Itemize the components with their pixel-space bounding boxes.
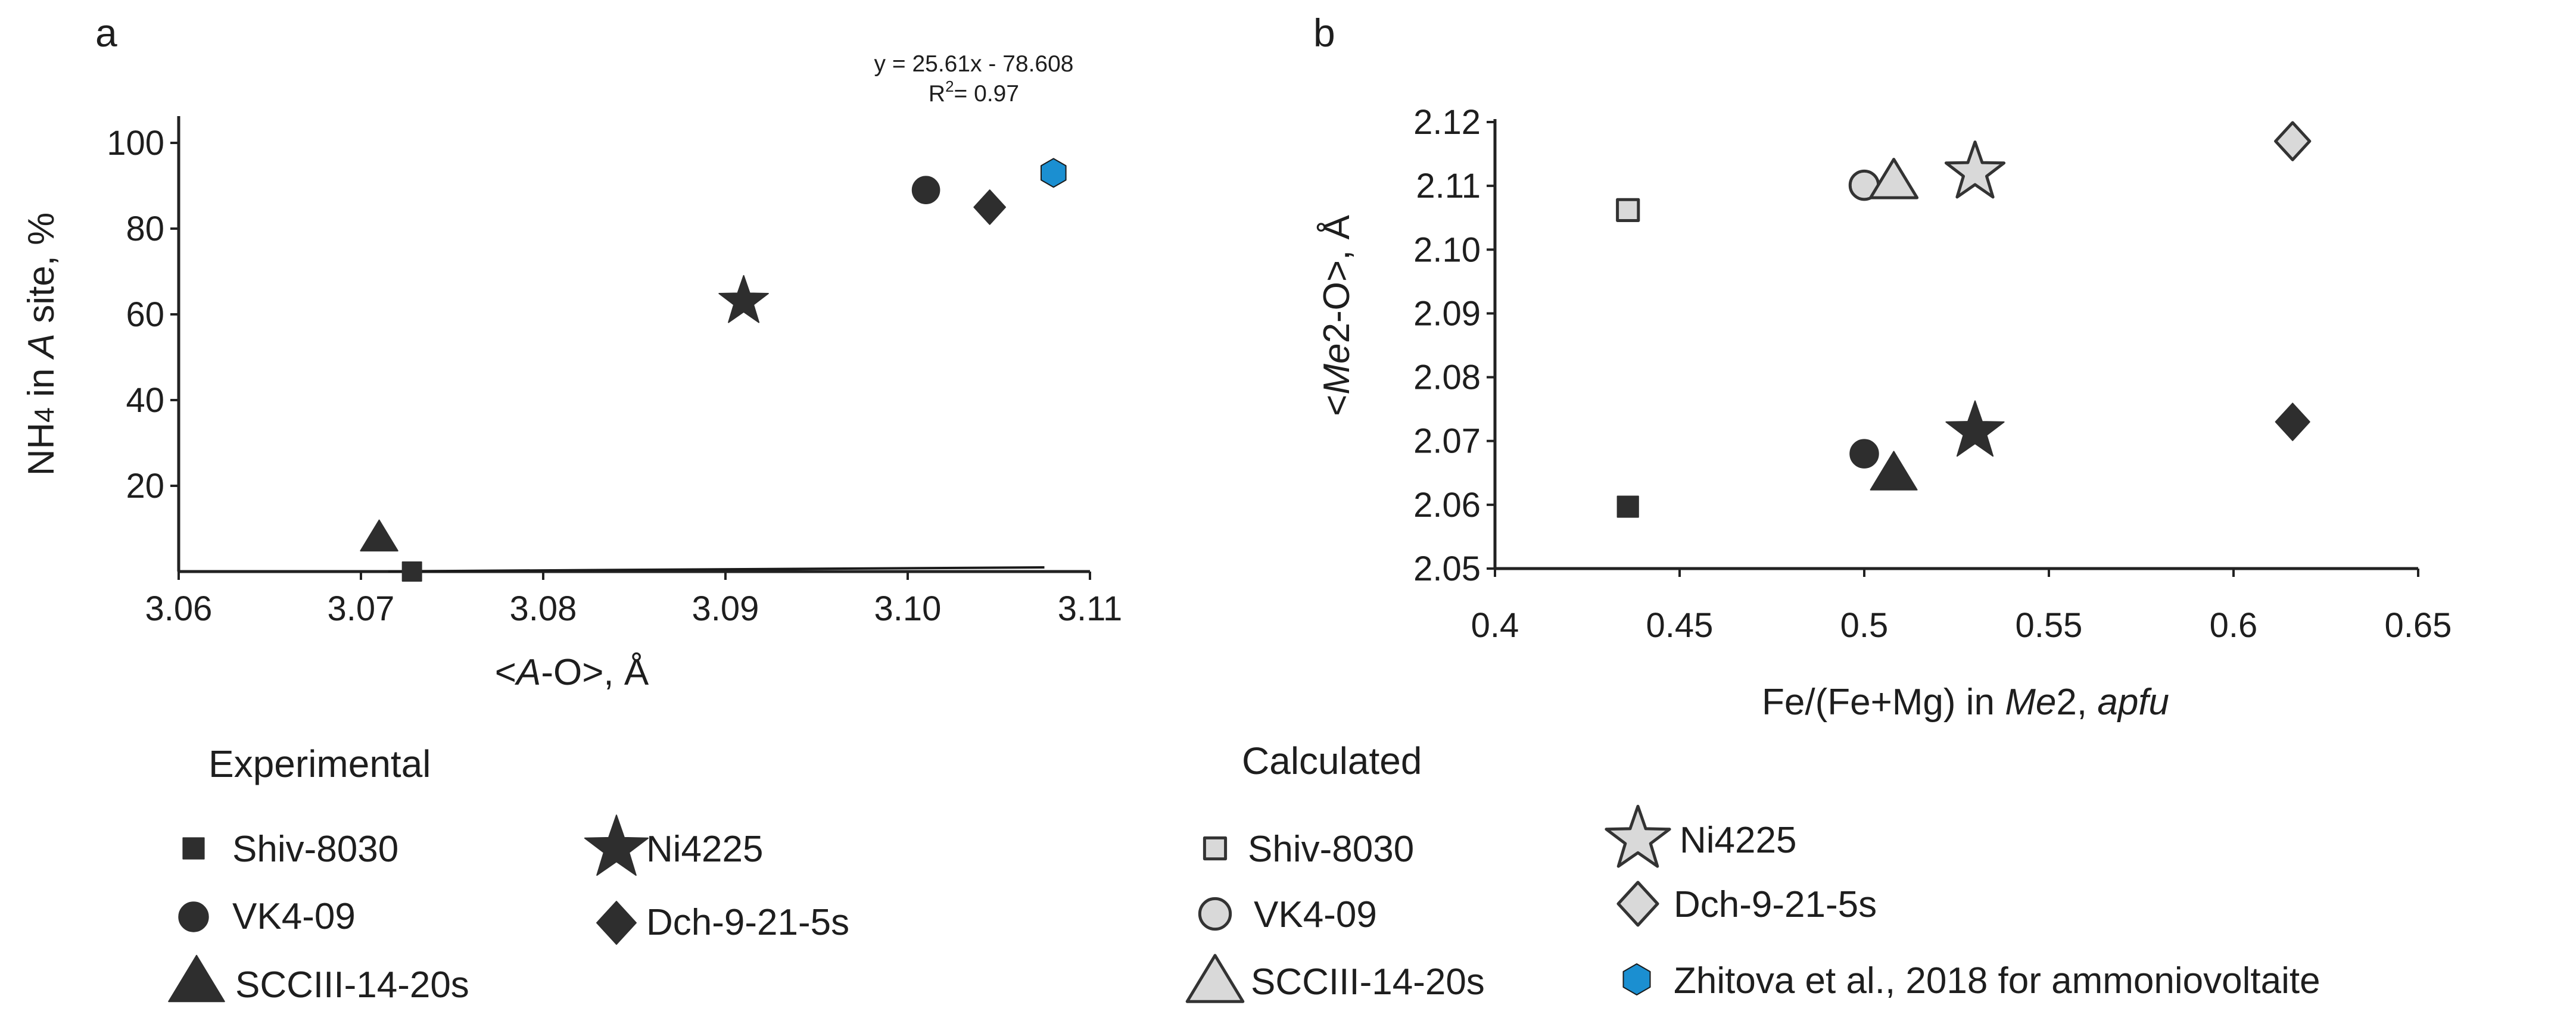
legend-experimental-label: Shiv-8030 [232,829,398,870]
chart-b-y-tick-label: 2.11 [1416,167,1481,205]
legend-calculated-label: Shiv-8030 [1248,829,1414,870]
chart-b-x-tick-label: 0.5 [1840,606,1889,645]
chart-a-x-tick-label: 3.09 [692,589,759,628]
legend-calculated-icon [1185,954,1245,1003]
chart-b-x-axis-label: Fe/(Fe+Mg) in Me2, apfu [1762,682,2169,723]
chart-b-point [1945,400,2005,457]
chart-a-trendline [388,566,1045,573]
chart-b-x-tick-label: 0.55 [2016,606,2083,645]
legend-experimental-icon [182,837,205,860]
panel-label-b: b [1313,11,1335,55]
legend-calculated-label: Dch-9-21-5s [1674,884,1877,925]
chart-a-point [401,561,422,582]
chart-b-y-tick-label: 2.07 [1413,422,1481,461]
panel-label-a: a [95,11,117,55]
legend-experimental-icon [596,901,637,945]
chart-a-y-tick-label: 60 [126,295,164,334]
legend-calculated-icon [1203,836,1228,861]
chart-b-point [1849,439,1879,469]
chart-a-equation: y = 25.61x - 78.608 [874,51,1074,77]
chart-a-x-tick-label: 3.06 [145,589,213,628]
chart-a-point [1041,158,1067,188]
legend-experimental-label: Dch-9-21-5s [646,902,849,943]
chart-a-y-tick-label: 20 [126,467,164,505]
legend-calculated: Calculated Shiv-8030 Ni4225 VK4-09 Dch-9-21… [1185,739,2320,1003]
chart-b-x-tick-label: 0.6 [2210,606,2258,645]
legend-experimental-icon [168,954,225,1003]
chart-b-y-tick-label: 2.05 [1413,550,1481,588]
legend-calculated-label: Zhitova et al., 2018 for ammoniovoltaite [1674,960,2320,1001]
legend-calculated-icon [1198,897,1232,931]
chart-a-x-tick-label: 3.11 [1058,589,1123,628]
legend-calculated-label: VK4-09 [1254,894,1377,935]
legend-experimental: Experimental Shiv-8030 Ni4225 VK4-09 Dch-9-… [168,742,849,1006]
chart-a-point [360,519,398,552]
legend-calculated-title: Calculated [1242,739,1422,782]
chart-b-y-tick-label: 2.08 [1413,358,1481,397]
chart-a-y-axis-label: NH4 in A site, % [21,213,62,476]
chart-a-x-tick-label: 3.10 [874,589,942,628]
chart-a-x-tick-label: 3.08 [510,589,577,628]
chart-b: 0.4 0.45 0.5 0.55 0.6 0.65 2.05 2.06 2.07 2.08 2.0… [1316,103,2452,723]
chart-b-x-tick-label: 0.65 [2385,606,2452,645]
chart-b-y-tick-label: 2.10 [1413,230,1481,269]
chart-a-y-tick-label: 100 [107,124,164,163]
chart-a-point [718,275,769,323]
chart-a-x-tick-label: 3.07 [328,589,395,628]
chart-a-y-tick-label: 40 [126,381,164,420]
chart-b-point [1870,451,1918,491]
legend-calculated-label: SCCIII-14-20s [1251,962,1485,1003]
chart-a-point [911,176,940,205]
chart-b-point [1869,158,1919,199]
legend-calculated-icon [1605,804,1671,868]
legend-experimental-label: SCCIII-14-20s [235,964,469,1006]
legend-experimental-label: VK4-09 [232,896,356,937]
chart-b-point [2274,121,2312,161]
legend-experimental-label: Ni4225 [646,829,763,870]
chart-b-y-tick-label: 2.06 [1413,486,1481,525]
legend-calculated-label: Ni4225 [1680,820,1796,861]
chart-b-point [2275,402,2310,441]
chart-b-point [1616,198,1640,222]
legend-experimental-title: Experimental [208,742,431,785]
chart-b-x-tick-label: 0.45 [1646,606,1714,645]
chart-b-point [1616,495,1639,518]
chart-a-r-squared: R2= 0.97 [929,77,1019,107]
legend-experimental-icon [178,901,209,932]
chart-b-y-axis-label: <Me2-O>, Å [1316,214,1357,416]
chart-b-y-tick-label: 2.09 [1413,294,1481,333]
legend-calculated-icon [1616,881,1659,927]
chart-a: 3.06 3.07 3.08 3.09 3.10 3.11 20 40 60 80 100 y = … [21,51,1122,693]
chart-a-point [973,189,1007,225]
legend-calculated-icon [1622,963,1651,995]
chart-b-point [1944,141,2006,199]
chart-a-y-tick-label: 80 [126,210,164,248]
chart-a-x-axis-label: <A-O>, Å [495,652,649,693]
chart-b-y-tick-label: 2.12 [1413,103,1481,142]
chart-b-x-tick-label: 0.4 [1471,606,1519,645]
legend-experimental-icon [584,814,649,876]
